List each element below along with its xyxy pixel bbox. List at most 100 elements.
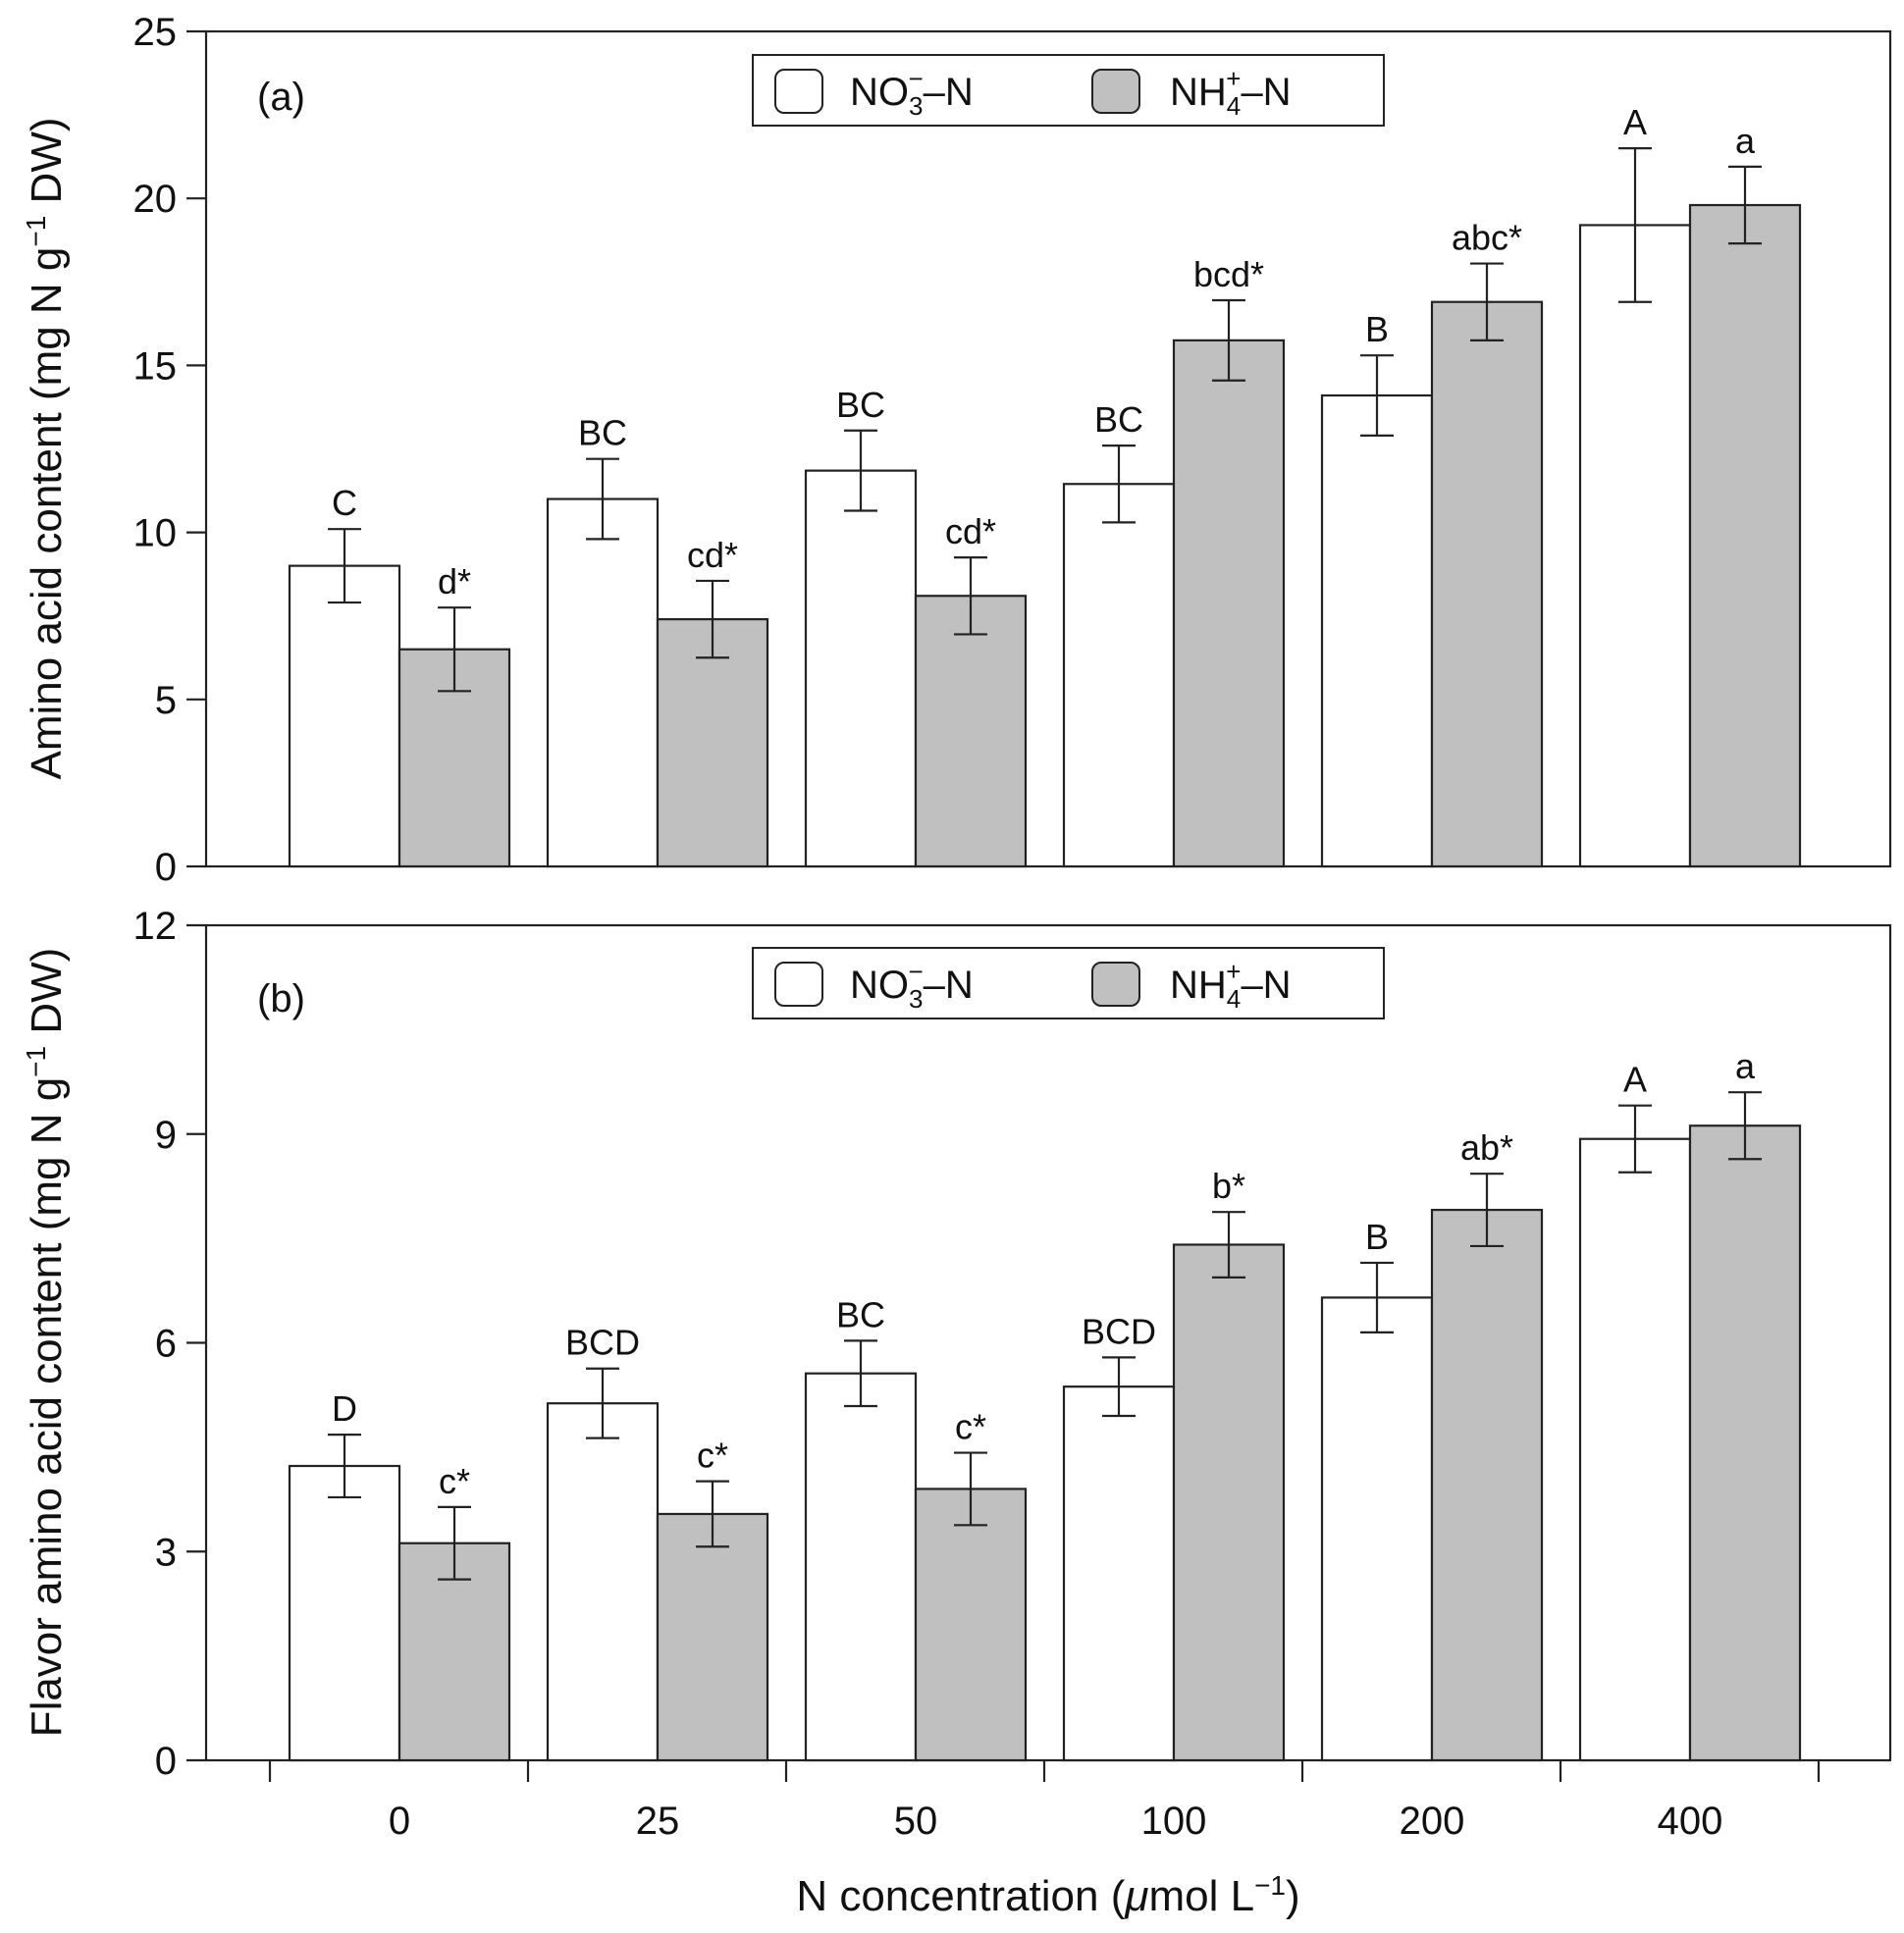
panel-b-significance-label: c* bbox=[955, 1407, 986, 1447]
panel-a-y-tick-label: 5 bbox=[155, 679, 177, 722]
panel-a-y-tick-label: 25 bbox=[133, 11, 178, 54]
panel-b-bar-nitrate-25 bbox=[546, 1402, 660, 1762]
panel-a-error-bar bbox=[844, 429, 877, 512]
panel-a-legend-swatch-nitrate bbox=[774, 69, 823, 114]
panel-a-bar-nitrate-0 bbox=[288, 564, 401, 868]
panel-a-error-bar bbox=[438, 606, 471, 693]
x-axis: 0 25 50 100 200 400 bbox=[268, 1760, 1821, 1843]
panel-b-y-tick-label: 12 bbox=[133, 905, 178, 948]
panel-b-error-bar bbox=[1728, 1091, 1762, 1161]
x-tick-label: 400 bbox=[1658, 1800, 1723, 1843]
panel-a-significance-label: C bbox=[332, 483, 357, 523]
panel-b-error-bar bbox=[328, 1434, 361, 1499]
panel-a-frame bbox=[204, 29, 1892, 868]
panel-b-bar-nitrate-200 bbox=[1320, 1296, 1434, 1762]
panel-b-error-bar bbox=[1618, 1104, 1652, 1174]
x-tick-label: 200 bbox=[1400, 1800, 1465, 1843]
panel-b-error-bar bbox=[1470, 1173, 1504, 1248]
panel-a-bar-nitrate-50 bbox=[804, 469, 918, 868]
panel-a-bar-ammonium-100 bbox=[1172, 339, 1286, 868]
panel-b-y-tick-label: 3 bbox=[155, 1531, 177, 1574]
panel-a-significance-label: B bbox=[1365, 309, 1389, 349]
panel-b: (b) NO3−–N NH4+–N 0 3 6 9 12 D BCD BC BCD B Ac* c* c… bbox=[21, 905, 1892, 1783]
panel-a-significance-label: BC bbox=[1094, 399, 1143, 440]
panel-a-bar-nitrate-100 bbox=[1062, 483, 1176, 868]
panel-b-bar-nitrate-50 bbox=[804, 1372, 918, 1762]
panel-a-error-bar bbox=[586, 457, 619, 541]
panel-a-y-tick-label: 10 bbox=[133, 512, 178, 555]
panel-b-error-bar bbox=[1102, 1356, 1136, 1418]
panel-b-legend-swatch-ammonium bbox=[1091, 962, 1140, 1007]
panel-a-significance-label: BC bbox=[578, 413, 627, 453]
panel-b-error-bar bbox=[438, 1505, 471, 1581]
panel-b-bar-ammonium-400 bbox=[1688, 1124, 1802, 1762]
panel-a-significance-label: d* bbox=[438, 561, 471, 601]
panel-a-significance-label: a bbox=[1735, 121, 1756, 161]
panel-b-error-bar bbox=[1360, 1261, 1394, 1333]
panel-b-error-bar bbox=[1212, 1211, 1245, 1279]
panel-a-error-bar bbox=[1360, 354, 1394, 437]
panel-b-y-tick-label: 0 bbox=[155, 1740, 177, 1783]
panel-a-error-bar bbox=[1212, 298, 1245, 382]
panel-b-legend: NO3−–N NH4+–N bbox=[752, 947, 1385, 1019]
panel-b-bar-ammonium-50 bbox=[914, 1488, 1028, 1762]
panel-a-legend-swatch-ammonium bbox=[1091, 69, 1140, 114]
panel-a-bar-ammonium-400 bbox=[1688, 203, 1802, 868]
panel-b-legend-label-ammonium: NH4+–N bbox=[1170, 957, 1292, 1014]
panel-b-significance-label: b* bbox=[1212, 1166, 1245, 1206]
panel-b-bar-ammonium-100 bbox=[1172, 1243, 1286, 1762]
panel-a-significance-label: A bbox=[1623, 102, 1647, 142]
panel-a: (a) NO3−–N NH4+–N 0 5 10 15 20 25 C BC BC BC B Ad* c… bbox=[21, 11, 1892, 889]
panel-a-significance-label: BC bbox=[836, 385, 885, 425]
panel-b-error-bar bbox=[844, 1339, 877, 1408]
panel-b-significance-label: BCD bbox=[1082, 1311, 1156, 1351]
panel-b-significance-label: a bbox=[1735, 1046, 1756, 1086]
panel-a-bar-ammonium-50 bbox=[914, 595, 1028, 868]
panel-a-significance-label: cd* bbox=[687, 535, 738, 575]
panel-a-bar-ammonium-200 bbox=[1430, 300, 1544, 868]
panel-b-bar-nitrate-100 bbox=[1062, 1385, 1176, 1762]
panel-b-y-tick-label: 6 bbox=[155, 1323, 177, 1366]
x-axis-label: N concentration (μmol L−1) bbox=[796, 1870, 1299, 1920]
panel-a-error-bar bbox=[954, 556, 987, 636]
panel-b-legend-box bbox=[752, 947, 1385, 1019]
panel-b-error-bar bbox=[586, 1367, 619, 1439]
panel-a-plot: 0 5 10 15 20 25 C BC BC BC B Ad* cd* cd* bcd* abc* a bbox=[133, 11, 1802, 889]
panel-a-y-tick-label: 15 bbox=[133, 344, 178, 388]
panel-b-significance-label: c* bbox=[697, 1436, 728, 1476]
panel-b-significance-label: c* bbox=[439, 1461, 470, 1501]
x-tick-label: 100 bbox=[1141, 1800, 1207, 1843]
panel-a-legend-box bbox=[752, 54, 1385, 127]
panel-a-y-axis-label: Amino acid content (mg N g−1 DW) bbox=[21, 117, 71, 779]
panel-a-significance-label: cd* bbox=[945, 511, 996, 551]
panel-b-significance-label: ab* bbox=[1460, 1127, 1513, 1168]
panel-a-error-bar bbox=[696, 579, 729, 659]
panel-b-significance-label: A bbox=[1623, 1060, 1647, 1100]
panel-b-bar-nitrate-400 bbox=[1578, 1137, 1692, 1762]
x-tick-label: 50 bbox=[894, 1800, 938, 1843]
x-tick-label: 25 bbox=[636, 1800, 680, 1843]
panel-a-error-bar bbox=[1618, 147, 1652, 303]
panel-b-significance-label: D bbox=[332, 1388, 357, 1429]
panel-a-legend: NO3−–N NH4+–N bbox=[752, 54, 1385, 127]
panel-b-legend-label-nitrate: NO3−–N bbox=[850, 957, 974, 1014]
panel-a-error-bar bbox=[1470, 262, 1504, 341]
panel-b-error-bar bbox=[954, 1451, 987, 1527]
panel-a-legend-label-ammonium: NH4+–N bbox=[1170, 64, 1292, 121]
panel-b-bar-nitrate-0 bbox=[288, 1464, 401, 1762]
panel-b-label: (b) bbox=[257, 977, 305, 1020]
panel-a-legend-label-nitrate: NO3−–N bbox=[850, 64, 974, 121]
panel-b-error-bar bbox=[696, 1480, 729, 1548]
panel-b-significance-label: BC bbox=[836, 1294, 885, 1334]
panel-a-y-tick-label: 0 bbox=[155, 846, 177, 889]
panel-b-legend-swatch-nitrate bbox=[774, 962, 823, 1007]
panel-a-error-bar bbox=[328, 528, 361, 604]
panel-a-bar-nitrate-400 bbox=[1578, 224, 1692, 868]
x-tick-label: 0 bbox=[389, 1800, 410, 1843]
panel-b-significance-label: BCD bbox=[565, 1323, 640, 1363]
panel-b-plot: 0 3 6 9 12 D BCD BC BCD B Ac* c* c* b* ab* a bbox=[133, 905, 1802, 1783]
panel-a-bar-nitrate-200 bbox=[1320, 393, 1434, 868]
panel-a-error-bar bbox=[1102, 444, 1136, 524]
panel-a-significance-label: bcd* bbox=[1193, 254, 1264, 294]
